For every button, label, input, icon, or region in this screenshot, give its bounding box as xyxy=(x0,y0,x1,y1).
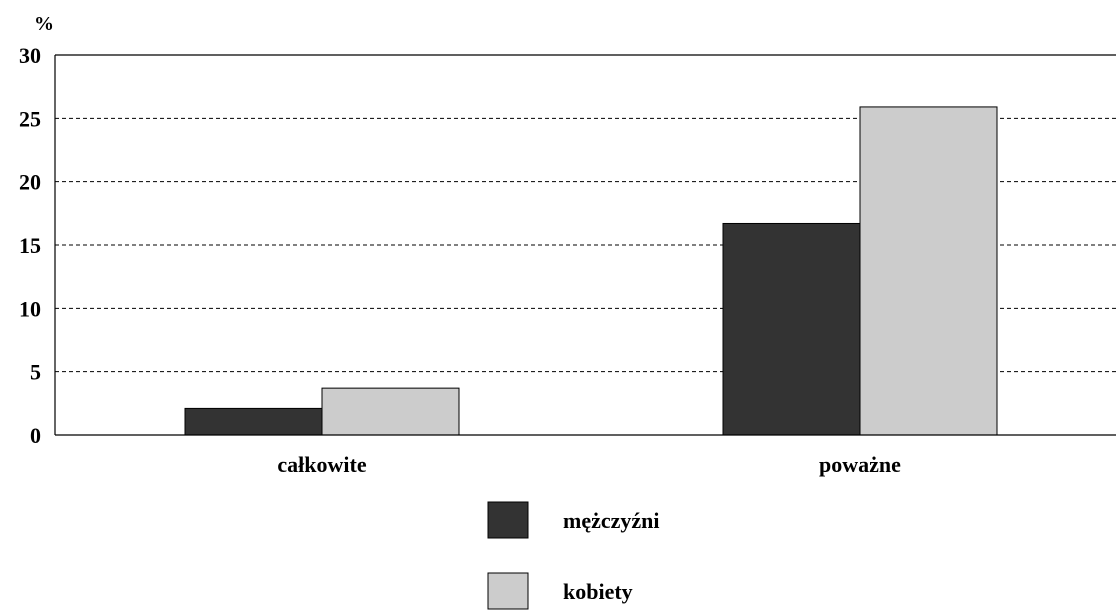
bar-1-0 xyxy=(722,222,861,436)
y-tick-label-10: 10 xyxy=(19,296,41,321)
y-unit-label: % xyxy=(34,13,54,35)
y-tick-labels: 0 5 10 15 20 25 30 xyxy=(19,43,41,448)
bars xyxy=(184,106,998,436)
legend: mężczyźni kobiety xyxy=(487,501,660,610)
legend-label-0: mężczyźni xyxy=(563,508,660,533)
y-tick-label-5: 5 xyxy=(30,360,41,385)
bar-0-0 xyxy=(184,407,323,436)
category-label-0: całkowite xyxy=(277,452,366,477)
category-labels: całkowite poważne xyxy=(277,452,901,477)
legend-label-1: kobiety xyxy=(563,579,633,604)
axes xyxy=(54,54,1116,436)
y-tick-label-25: 25 xyxy=(19,106,41,131)
legend-swatch-0 xyxy=(487,501,529,539)
legend-swatch-1 xyxy=(487,572,529,610)
y-tick-label-0: 0 xyxy=(30,423,41,448)
y-tick-label-20: 20 xyxy=(19,170,41,195)
y-tick-label-15: 15 xyxy=(19,233,41,258)
bar-0-1 xyxy=(321,387,460,436)
category-label-1: poważne xyxy=(819,452,901,477)
bar-1-1 xyxy=(859,106,998,436)
y-tick-label-30: 30 xyxy=(19,43,41,68)
